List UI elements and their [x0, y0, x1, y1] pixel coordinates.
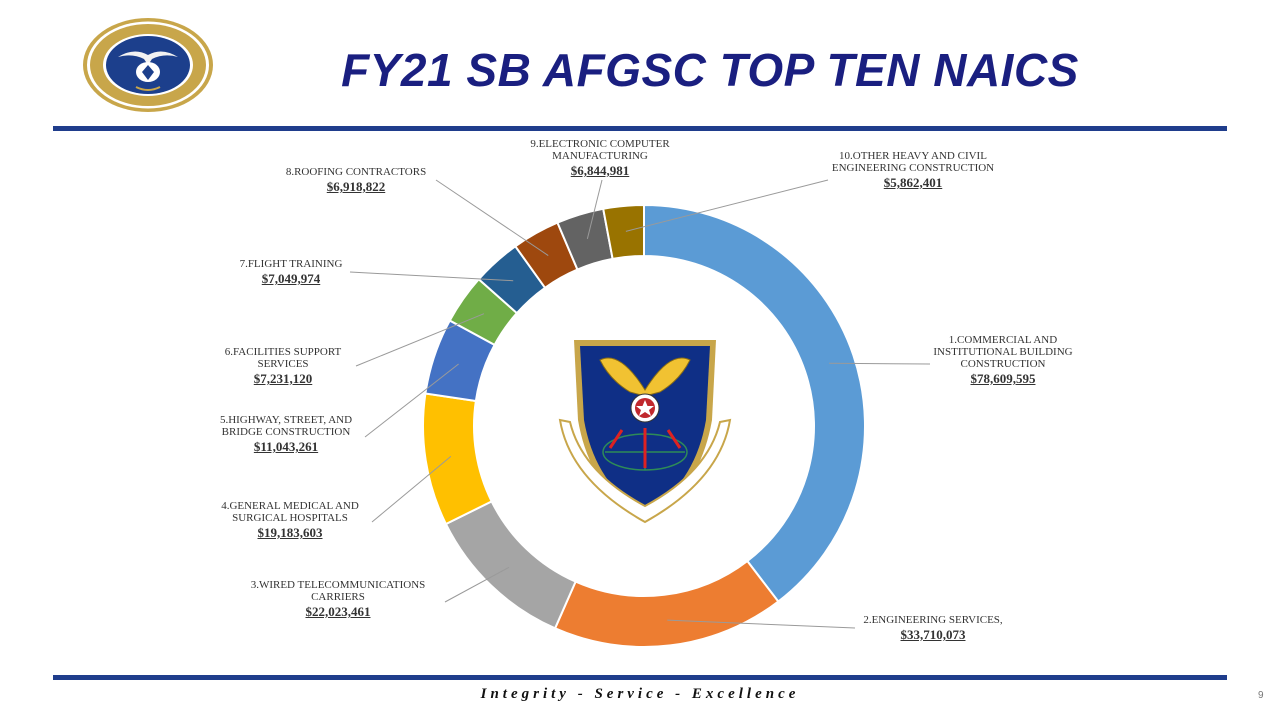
data-label-9: 9.ELECTRONIC COMPUTER MANUFACTURING $6,84… — [515, 138, 685, 177]
page-number: 9 — [1258, 690, 1264, 701]
page-title: FY21 SB AFGSC TOP TEN NAICS — [341, 44, 1079, 96]
data-label-5: 5.HIGHWAY, STREET, AND BRIDGE CONSTRUCTI… — [201, 414, 371, 453]
data-label-category: 9.ELECTRONIC COMPUTER MANUFACTURING — [530, 138, 670, 162]
data-label-3: 3.WIRED TELECOMMUNICATIONS CARRIERS $22,0… — [233, 579, 443, 618]
data-label-4: 4.GENERAL MEDICAL AND SURGICAL HOSPITALS… — [205, 500, 375, 539]
afgsc-emblem-logo — [558, 340, 732, 524]
data-label-1: 1.COMMERCIAL AND INSTITUTIONAL BUILDING … — [918, 334, 1088, 385]
leader-line-8 — [435, 179, 549, 256]
data-label-10: 10.OTHER HEAVY AND CIVIL ENGINEERING CON… — [823, 150, 1003, 189]
data-label-category: 4.GENERAL MEDICAL AND SURGICAL HOSPITALS — [221, 500, 359, 524]
chart-slice-4 — [422, 392, 493, 526]
data-label-category: 3.WIRED TELECOMMUNICATIONS CARRIERS — [250, 579, 426, 603]
leader-line-2 — [667, 619, 856, 629]
leader-line-3 — [444, 566, 510, 603]
data-label-7: 7.FLIGHT TRAINING $7,049,974 — [216, 258, 366, 285]
data-label-value: $7,231,120 — [253, 371, 313, 386]
data-label-2: 2.ENGINEERING SERVICES, $33,710,073 — [848, 614, 1018, 641]
footer-motto: Integrity - Service - Excellence — [480, 686, 800, 702]
leader-line-9 — [586, 179, 603, 240]
data-label-category: 7.FLIGHT TRAINING — [239, 258, 343, 270]
data-label-value: $6,918,822 — [326, 179, 386, 194]
data-label-category: 2.ENGINEERING SERVICES, — [863, 614, 1003, 626]
data-label-value: $6,844,981 — [570, 163, 630, 178]
data-label-value: $19,183,603 — [257, 525, 323, 540]
data-label-value: $33,710,073 — [900, 627, 966, 642]
leader-line-6 — [355, 313, 485, 367]
data-label-category: 5.HIGHWAY, STREET, AND BRIDGE CONSTRUCTI… — [219, 414, 353, 438]
chart-slices — [422, 203, 866, 648]
leader-line-5 — [364, 363, 459, 438]
chart-leader-lines — [349, 179, 931, 629]
leader-line-10 — [625, 179, 829, 232]
chart-slice-3 — [444, 500, 577, 630]
data-label-6: 6.FACILITIES SUPPORT SERVICES $7,231,120 — [208, 346, 358, 385]
chart-slice-2 — [553, 559, 780, 648]
data-label-category: 10.OTHER HEAVY AND CIVIL ENGINEERING CON… — [831, 150, 995, 174]
leader-line-4 — [371, 455, 452, 523]
top-divider — [53, 126, 1227, 131]
leader-line-1 — [829, 362, 931, 365]
data-label-category: 1.COMMERCIAL AND INSTITUTIONAL BUILDING … — [933, 334, 1073, 370]
chart-slice-1 — [643, 203, 866, 603]
leader-line-7 — [349, 271, 514, 282]
data-label-value: $78,609,595 — [970, 371, 1036, 386]
data-label-8: 8.ROOFING CONTRACTORS $6,918,822 — [271, 166, 441, 193]
air-force-seal-logo — [83, 18, 213, 112]
chart-slice-10 — [602, 203, 645, 261]
data-label-category: 8.ROOFING CONTRACTORS — [285, 166, 427, 178]
data-label-value: $5,862,401 — [883, 175, 943, 190]
data-label-value: $11,043,261 — [253, 439, 319, 454]
data-label-value: $22,023,461 — [305, 604, 371, 619]
bottom-divider — [53, 675, 1227, 680]
data-label-category: 6.FACILITIES SUPPORT SERVICES — [224, 346, 342, 370]
data-label-value: $7,049,974 — [261, 271, 321, 286]
